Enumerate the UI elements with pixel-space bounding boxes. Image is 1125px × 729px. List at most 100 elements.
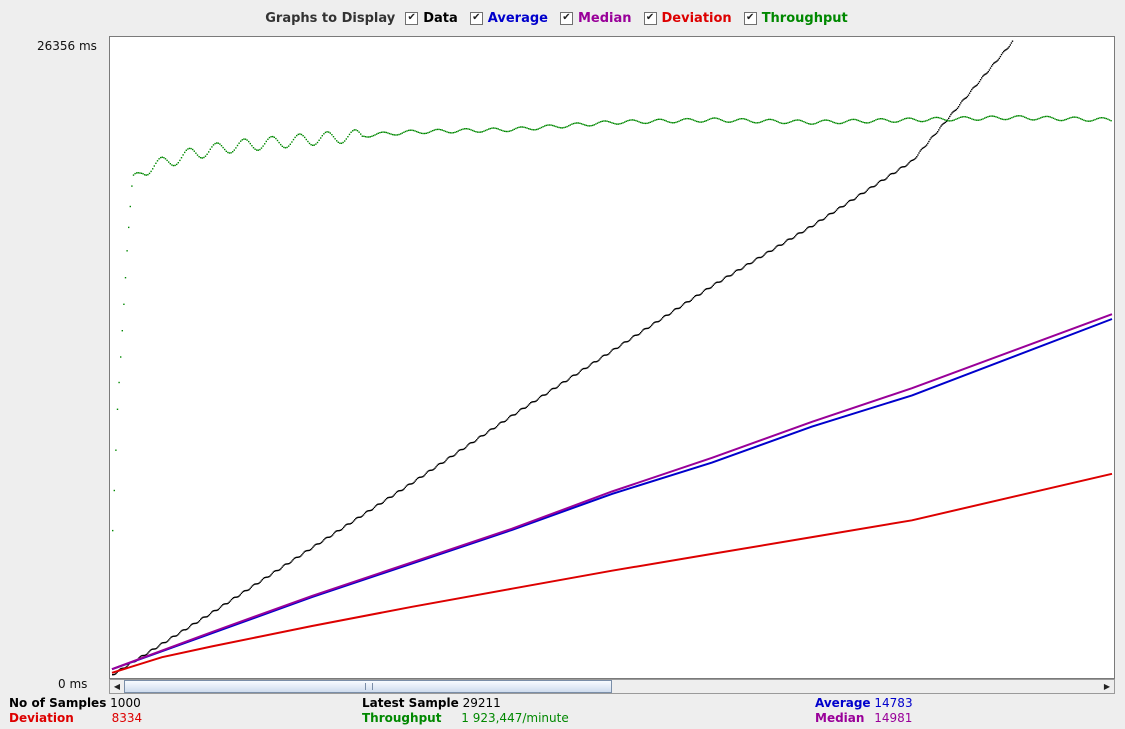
series-throughput-point [140, 172, 143, 174]
series-throughput-point [115, 449, 117, 451]
legend-item-average[interactable]: ✔ Average [469, 11, 548, 26]
series-throughput-point [720, 119, 722, 121]
checkbox-median[interactable]: ✔ [559, 11, 573, 25]
series-data-point [809, 226, 811, 228]
series-throughput-point [208, 151, 210, 153]
checkbox-deviation[interactable]: ✔ [643, 11, 657, 25]
series-throughput-point [307, 140, 309, 143]
series-throughput-point [691, 118, 693, 121]
series-data-point [654, 321, 656, 323]
series-throughput-point [124, 277, 127, 279]
series-throughput-point [873, 120, 875, 122]
series-data-point [765, 252, 767, 254]
series-data-point [193, 622, 195, 625]
series-data-point [805, 229, 807, 231]
series-throughput-point [227, 151, 229, 154]
series-data-point [1007, 47, 1009, 49]
series-throughput-point [1044, 115, 1047, 118]
series-data-point [370, 509, 372, 511]
series-throughput-point [536, 128, 538, 131]
series-throughput-point [320, 137, 322, 139]
series-data-point [538, 396, 541, 399]
series-throughput-point [638, 121, 640, 123]
stat-deviation-value: 8334 [111, 711, 143, 725]
series-data-point [589, 364, 591, 366]
series-data-point [324, 537, 326, 540]
series-throughput-point [880, 118, 882, 120]
series-throughput-point [878, 118, 880, 120]
series-data-point [894, 172, 896, 174]
series-data-point [774, 247, 776, 249]
legend-item-data[interactable]: ✔ Data [405, 11, 458, 26]
series-data-point [673, 309, 675, 311]
series-data-point [745, 263, 747, 266]
series-data-point [501, 421, 503, 423]
scroll-left-button[interactable]: ◀ [110, 680, 124, 693]
series-data-point [867, 188, 870, 190]
series-throughput-point [835, 122, 837, 124]
series-data-point [975, 85, 977, 87]
series-data-point [687, 301, 689, 303]
series-data-point [202, 616, 204, 619]
series-throughput-point [734, 119, 736, 122]
series-data-point [910, 160, 912, 162]
checkbox-data[interactable]: ✔ [405, 11, 419, 25]
scroll-right-button[interactable]: ▶ [1100, 680, 1114, 693]
series-throughput-point [563, 126, 565, 129]
series-throughput-point [1049, 116, 1051, 118]
checkbox-average[interactable]: ✔ [469, 11, 483, 25]
series-data-point [191, 623, 193, 625]
series-throughput-point [297, 133, 299, 136]
series-throughput-point [529, 128, 531, 130]
legend-item-throughput[interactable]: ✔ Throughput [743, 11, 848, 26]
series-data-point [426, 471, 428, 473]
series-data-point [688, 301, 690, 303]
stat-throughput: Throughput 1 923,447/minute [362, 711, 569, 725]
series-throughput-point [457, 130, 459, 132]
series-data-point [286, 563, 289, 565]
legend-item-deviation[interactable]: ✔ Deviation [643, 11, 732, 26]
series-data-point [667, 314, 669, 316]
series-data-point [722, 278, 724, 281]
series-throughput-point [1083, 119, 1085, 121]
series-throughput-point [553, 125, 555, 127]
series-data-point [535, 400, 537, 402]
series-throughput-point [564, 126, 567, 128]
series-throughput-point [257, 149, 259, 151]
series-throughput-point [363, 135, 365, 137]
series-data-point [472, 441, 475, 444]
series-throughput-point [787, 122, 789, 124]
horizontal-scrollbar[interactable]: ◀ ▶ [109, 679, 1115, 694]
series-throughput-point [891, 121, 893, 123]
series-data-point [189, 625, 191, 628]
series-data-point [751, 262, 753, 264]
series-throughput-point [179, 159, 181, 162]
checkbox-throughput[interactable]: ✔ [743, 11, 757, 25]
series-data-point [358, 516, 360, 518]
series-throughput-point [481, 131, 483, 133]
series-data-point [794, 236, 796, 238]
series-throughput-point [416, 130, 418, 133]
series-throughput-point [668, 121, 671, 123]
series-data-point [732, 273, 734, 275]
series-data-point [417, 477, 420, 479]
series-data-point [959, 104, 961, 106]
scroll-thumb[interactable] [124, 680, 612, 693]
series-throughput-point [222, 146, 224, 149]
series-throughput-point [454, 131, 456, 133]
series-data-point [285, 563, 288, 565]
series-throughput-point [211, 146, 213, 148]
series-data-point [912, 159, 915, 161]
series-data-point [284, 563, 287, 565]
series-throughput-point [876, 118, 879, 120]
legend-item-median[interactable]: ✔ Median [559, 11, 632, 26]
series-throughput-point [512, 129, 514, 131]
series-data-point [861, 192, 863, 195]
series-data-point [784, 241, 786, 244]
series-data-point [301, 554, 303, 556]
series-data-point [612, 348, 614, 350]
series-data-point [691, 298, 694, 300]
series-data-point [998, 57, 1000, 60]
series-throughput-point [465, 128, 467, 130]
series-throughput-point [204, 155, 207, 157]
